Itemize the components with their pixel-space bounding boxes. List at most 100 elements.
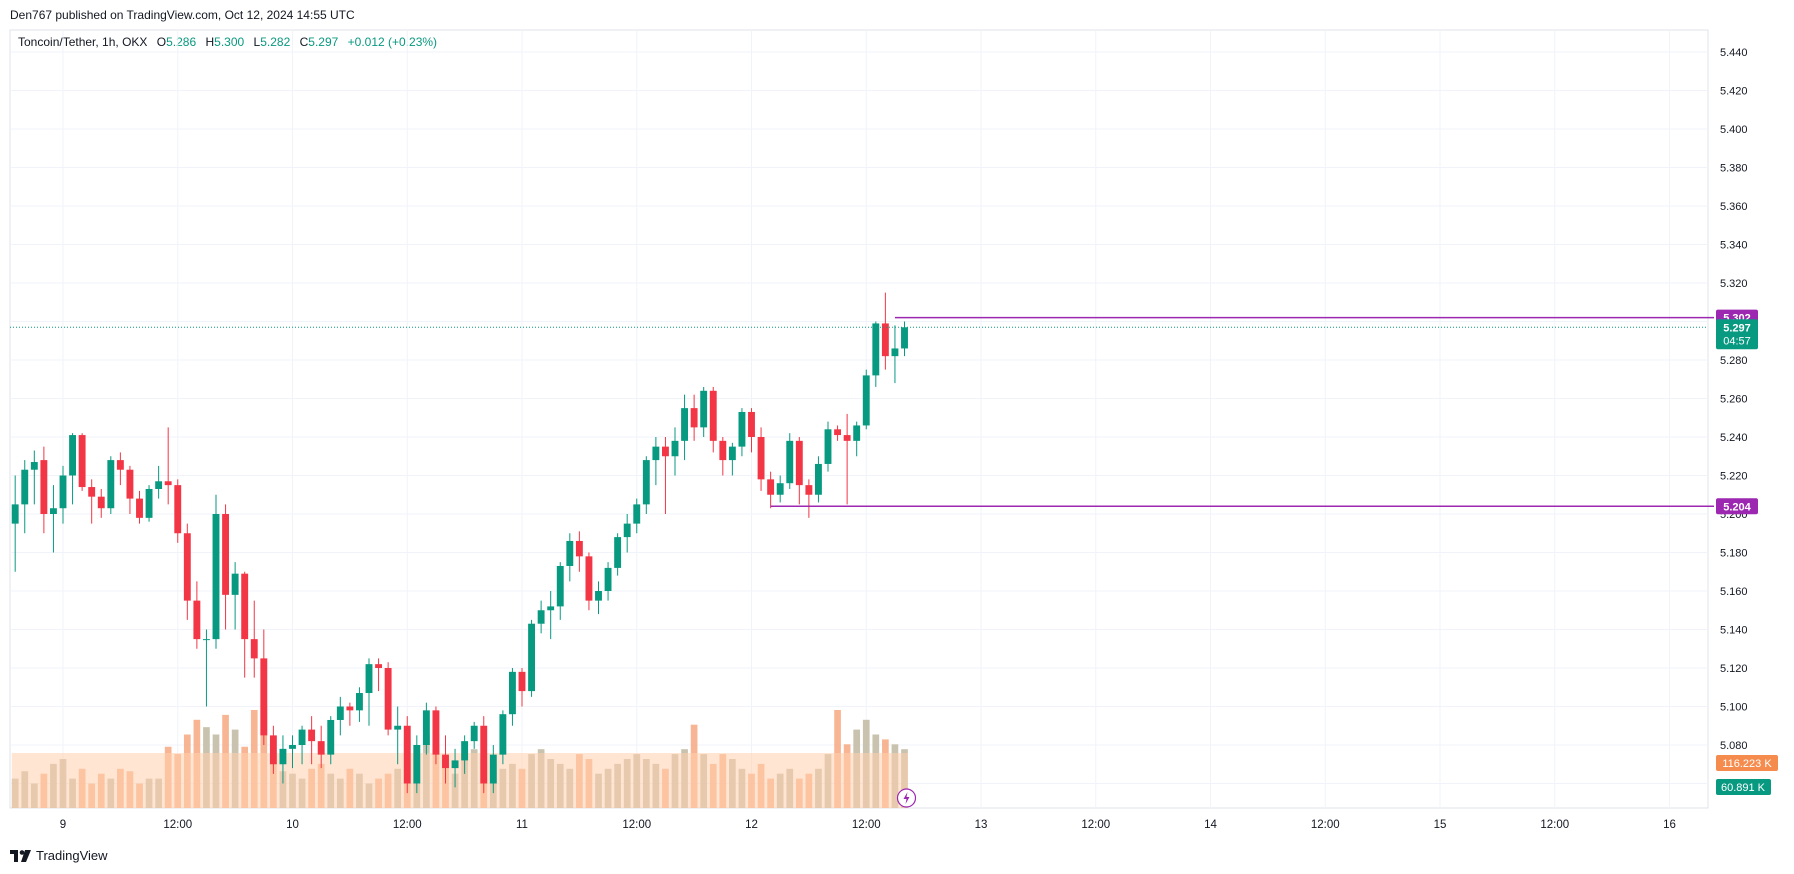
candle-body (78, 435, 86, 488)
x-tick-label: 12:00 (852, 819, 881, 831)
candle-body (231, 573, 239, 595)
candle-body (528, 623, 536, 692)
candle-body (767, 479, 775, 495)
candle-body (786, 440, 794, 484)
candle-body (480, 725, 488, 784)
candle-body (164, 481, 172, 486)
candle-body (853, 425, 861, 441)
x-tick-label: 12:00 (393, 819, 422, 831)
candle-body (604, 567, 612, 591)
candle-body (59, 475, 67, 509)
candle-body (671, 440, 679, 457)
candle-body (432, 710, 440, 755)
bar-countdown: 04:57 (1723, 335, 1751, 347)
candle-body (757, 437, 765, 480)
y-tick-label: 5.240 (1720, 432, 1748, 444)
candle-body (537, 610, 545, 624)
candle-body (403, 725, 411, 784)
candle-body (212, 514, 220, 640)
volume-ma-area (11, 753, 908, 808)
candle-body (690, 408, 698, 428)
y-tick-label: 5.220 (1720, 471, 1748, 483)
x-tick-label: 15 (1434, 819, 1447, 831)
candle-body (222, 514, 230, 595)
candle-body (241, 573, 249, 640)
candle-body (451, 760, 459, 769)
candle-body (556, 565, 564, 607)
candle-body (595, 591, 602, 601)
low-label: L (253, 35, 261, 49)
candle-body (336, 706, 344, 720)
candle-body (575, 540, 583, 557)
candle-body (145, 488, 153, 518)
candle-body (155, 481, 163, 489)
volume-label: 60.891 K (1721, 782, 1766, 794)
y-tick-label: 5.340 (1720, 240, 1748, 252)
candle-body (470, 725, 478, 742)
x-tick-label: 14 (1204, 819, 1217, 831)
x-tick-label: 10 (286, 819, 299, 831)
x-tick-label: 12:00 (1540, 819, 1569, 831)
candle-body (413, 745, 421, 784)
candle-body (88, 487, 96, 497)
candle-body (346, 706, 354, 711)
candle-body (661, 446, 669, 457)
candle-body (872, 323, 880, 376)
y-tick-label: 5.120 (1720, 663, 1748, 675)
candle-body (279, 748, 287, 765)
candle-body (40, 460, 48, 514)
candle-body (298, 729, 306, 745)
candle-body (317, 741, 325, 755)
candle-body (193, 600, 201, 640)
x-tick-label: 9 (60, 819, 66, 831)
candle-body (422, 710, 430, 745)
candle-body (260, 658, 268, 736)
y-tick-label: 5.380 (1720, 163, 1748, 175)
candle-body (308, 729, 316, 742)
candle-body (183, 533, 191, 601)
level-label-bg (1716, 498, 1758, 515)
candle-body (289, 745, 296, 749)
candle-body (728, 446, 736, 461)
candle-body (97, 496, 105, 509)
symbol-name[interactable]: Toncoin/Tether, 1h, OKX (18, 35, 148, 49)
candle-body (681, 408, 689, 441)
candle-body (585, 556, 593, 601)
volume-ma-label: 116.223 K (1722, 758, 1772, 770)
candle-body (136, 498, 143, 518)
y-tick-label: 5.260 (1720, 394, 1748, 406)
y-tick-label: 5.080 (1720, 740, 1748, 752)
y-tick-label: 5.160 (1720, 586, 1748, 598)
candle-body (862, 375, 870, 426)
candle-body (327, 719, 335, 755)
candle-body (365, 664, 373, 694)
candle-body (776, 483, 784, 495)
candle-body (719, 440, 727, 461)
candle-body (69, 435, 77, 476)
candle-body (107, 460, 115, 509)
candle-body (355, 693, 363, 711)
open-label: O (156, 35, 167, 49)
lightning-glyph (903, 792, 910, 804)
candle-body (547, 606, 555, 611)
candle-body (269, 735, 277, 765)
x-tick-label: 13 (975, 819, 988, 831)
candle-body (49, 508, 57, 514)
candle-body (633, 504, 641, 524)
y-tick-label: 5.320 (1720, 278, 1748, 290)
y-tick-label: 5.140 (1720, 625, 1748, 637)
x-tick-label: 11 (516, 819, 528, 831)
y-tick-label: 5.440 (1720, 47, 1748, 59)
candle-body (375, 664, 383, 668)
candle-body (202, 639, 210, 641)
x-tick-label: 12 (745, 819, 758, 831)
candle-body (499, 714, 507, 755)
tradingview-brand[interactable]: TradingView (10, 848, 108, 863)
change-value: +0.012 (+0.23%) (347, 35, 438, 49)
candle-body (805, 485, 813, 495)
last-price-label-bg (1716, 319, 1758, 350)
candle-body (614, 537, 622, 568)
candle-body (126, 469, 134, 499)
x-tick-label: 16 (1663, 819, 1676, 831)
